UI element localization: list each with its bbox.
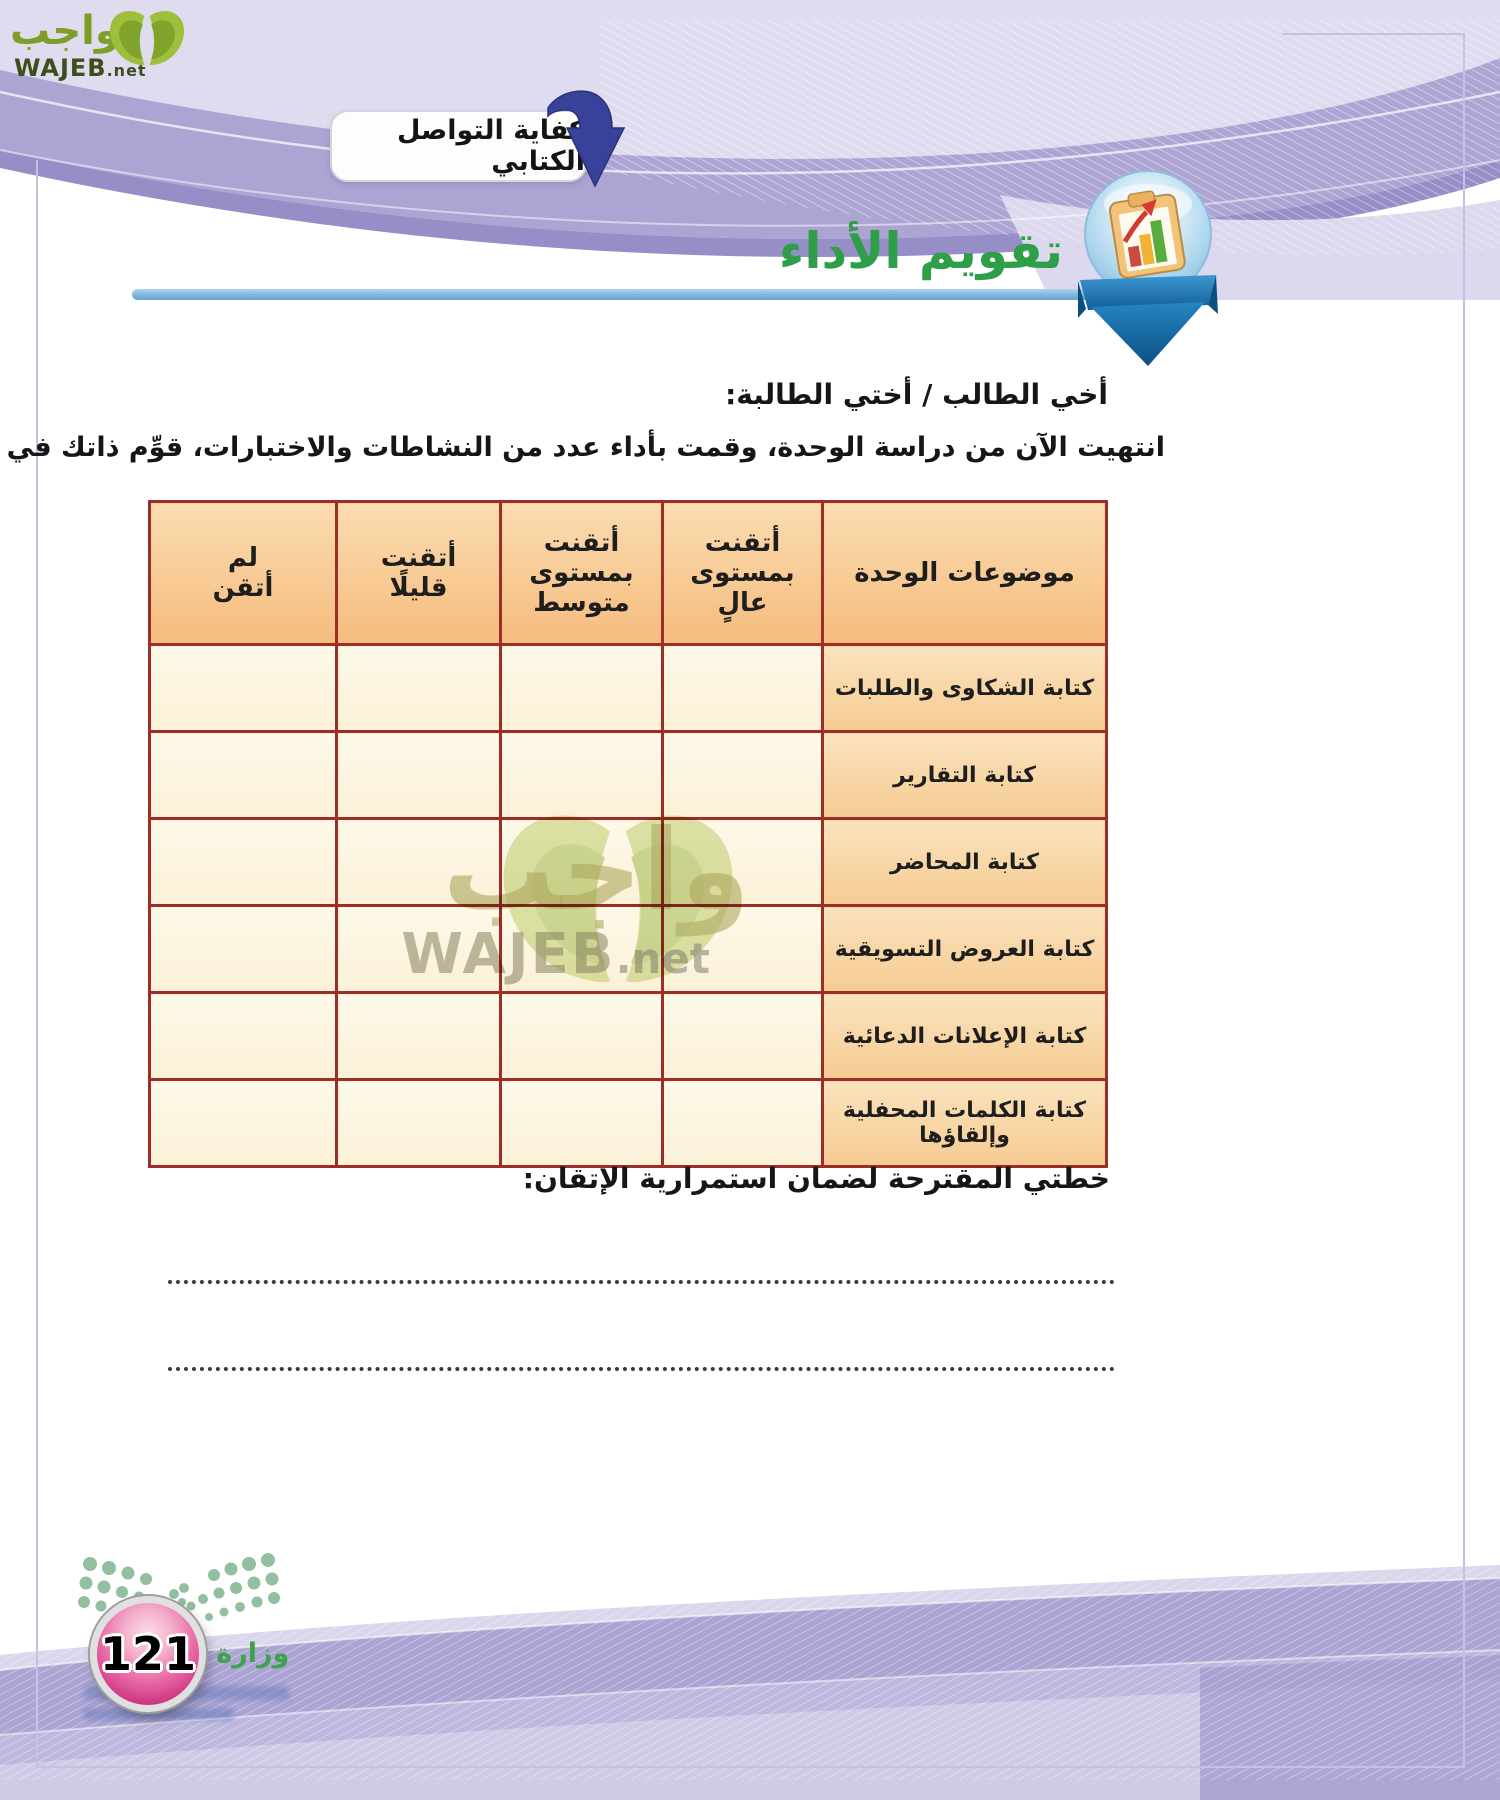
column-header-medium: أتقنت بمستوى متوسط bbox=[499, 500, 664, 646]
competency-badge: كفاية التواصل الكتابي bbox=[330, 110, 587, 182]
column-header-little: أتقنت قليلًا bbox=[335, 500, 502, 646]
wajeb-logo: واجب WAJEB.net bbox=[6, 6, 206, 86]
column-header-none: لم أتقن bbox=[148, 500, 338, 646]
ministry-subtext-blur bbox=[84, 1708, 234, 1720]
rating-cell bbox=[661, 1078, 824, 1168]
rating-cell bbox=[499, 643, 664, 733]
topic-cell: كتابة التقارير bbox=[821, 730, 1108, 820]
rating-cell bbox=[335, 904, 502, 994]
table-row: كتابة التقارير bbox=[148, 730, 1108, 820]
rating-cell bbox=[661, 643, 824, 733]
rating-cell bbox=[335, 1078, 502, 1168]
page-frame-bottom bbox=[36, 1766, 1465, 1768]
rating-cell bbox=[499, 1078, 664, 1168]
competency-badge-label: كفاية التواصل الكتابي bbox=[397, 115, 585, 177]
rating-cell bbox=[661, 817, 824, 907]
topic-cell: كتابة الشكاوى والطلبات bbox=[821, 643, 1108, 733]
plan-heading: خطتي المقترحة لضمان استمرارية الإتقان: bbox=[522, 1162, 1110, 1195]
rating-cell bbox=[661, 991, 824, 1081]
topic-cell: كتابة الكلمات المحفلية وإلقاؤها bbox=[821, 1078, 1108, 1168]
rating-cell bbox=[148, 817, 338, 907]
rating-cell bbox=[148, 991, 338, 1081]
rating-cell bbox=[661, 730, 824, 820]
title-underline bbox=[132, 289, 1100, 300]
rating-cell bbox=[335, 817, 502, 907]
rating-cell bbox=[499, 730, 664, 820]
answer-line bbox=[168, 1280, 1115, 1284]
rating-cell bbox=[499, 904, 664, 994]
rating-cell bbox=[499, 817, 664, 907]
table-header-row: موضوعات الوحدة أتقنت بمستوى عالٍ أتقنت ب… bbox=[148, 500, 1108, 646]
rating-cell bbox=[335, 643, 502, 733]
answer-line bbox=[168, 1367, 1115, 1371]
page-frame-left bbox=[36, 160, 38, 1768]
wajeb-logo-arabic: واجب bbox=[10, 8, 120, 54]
open-book-icon bbox=[103, 6, 191, 74]
rating-cell bbox=[335, 730, 502, 820]
top-wave-decoration bbox=[0, 0, 1500, 330]
wajeb-logo-latin: WAJEB.net bbox=[14, 54, 147, 82]
page-frame-right bbox=[1463, 33, 1465, 1768]
down-arrow-icon bbox=[540, 86, 630, 196]
page-number: 121 bbox=[99, 1627, 197, 1681]
section-title: تقويم الأداء bbox=[778, 222, 1063, 280]
table-row: كتابة الإعلانات الدعائية bbox=[148, 991, 1108, 1081]
page-frame-top-right bbox=[1282, 33, 1465, 35]
topic-cell: كتابة الإعلانات الدعائية bbox=[821, 991, 1108, 1081]
performance-evaluation-icon bbox=[1078, 168, 1218, 368]
rating-cell bbox=[148, 643, 338, 733]
greeting-text: أخي الطالب / أختي الطالبة: bbox=[725, 378, 1108, 411]
topic-cell: كتابة المحاضر bbox=[821, 817, 1108, 907]
table-row: كتابة المحاضر bbox=[148, 817, 1108, 907]
rating-cell bbox=[335, 991, 502, 1081]
rating-cell bbox=[148, 1078, 338, 1168]
rating-cell bbox=[148, 904, 338, 994]
column-header-topics: موضوعات الوحدة bbox=[821, 500, 1108, 646]
column-header-high: أتقنت بمستوى عالٍ bbox=[661, 500, 824, 646]
self-evaluation-table: موضوعات الوحدة أتقنت بمستوى عالٍ أتقنت ب… bbox=[148, 500, 1108, 1168]
table-row: كتابة العروض التسويقية bbox=[148, 904, 1108, 994]
instruction-text: انتهيت الآن من دراسة الوحدة، وقمت بأداء … bbox=[0, 432, 1165, 463]
table-row: كتابة الشكاوى والطلبات bbox=[148, 643, 1108, 733]
page-number-badge: 121 bbox=[90, 1596, 206, 1712]
bottom-wave-decoration bbox=[0, 1520, 1500, 1800]
topic-cell: كتابة العروض التسويقية bbox=[821, 904, 1108, 994]
rating-cell bbox=[148, 730, 338, 820]
table-row: كتابة الكلمات المحفلية وإلقاؤها bbox=[148, 1078, 1108, 1168]
rating-cell bbox=[499, 991, 664, 1081]
rating-cell bbox=[661, 904, 824, 994]
